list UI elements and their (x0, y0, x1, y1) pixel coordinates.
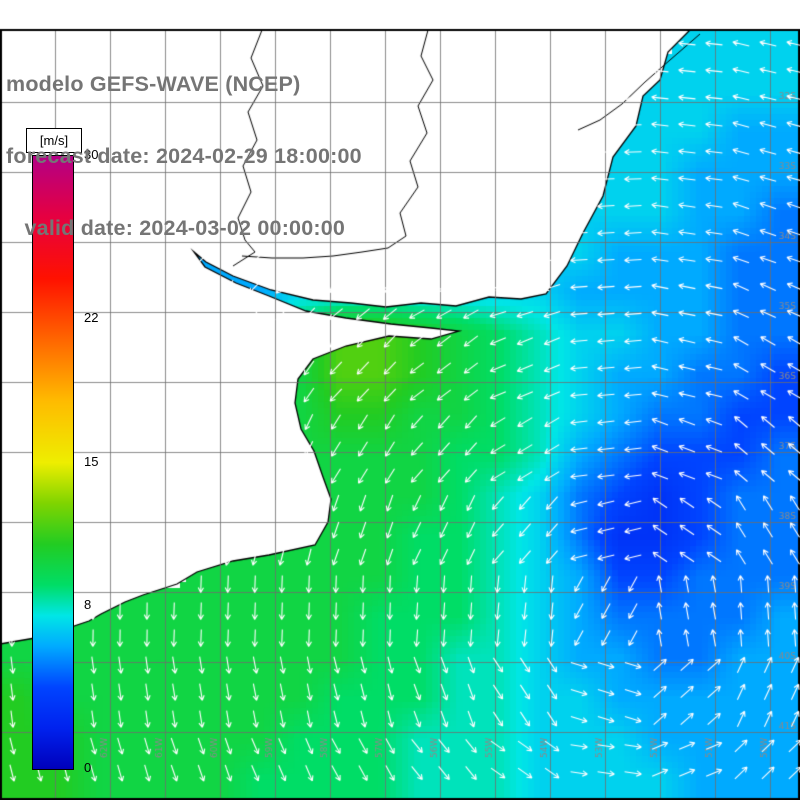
forecast-date-line: forecast date: 2024-02-29 18:00:00 (6, 144, 362, 168)
header: modelo GEFS-WAVE (NCEP) forecast date: 2… (6, 24, 362, 288)
colorbar-tick-label: 0 (84, 760, 92, 775)
model-title: modelo GEFS-WAVE (NCEP) (6, 72, 301, 96)
colorbar-tick-label: 15 (84, 453, 99, 469)
valid-date-line: valid date: 2024-03-02 00:00:00 (6, 216, 346, 240)
colorbar-tick-label: 22 (84, 310, 99, 326)
colorbar-gradient (32, 155, 74, 770)
colorbar-unit-label: [m/s] (26, 128, 82, 153)
colorbar-tick-label: 8 (84, 596, 92, 612)
colorbar-tick-label: 30 (84, 147, 99, 162)
